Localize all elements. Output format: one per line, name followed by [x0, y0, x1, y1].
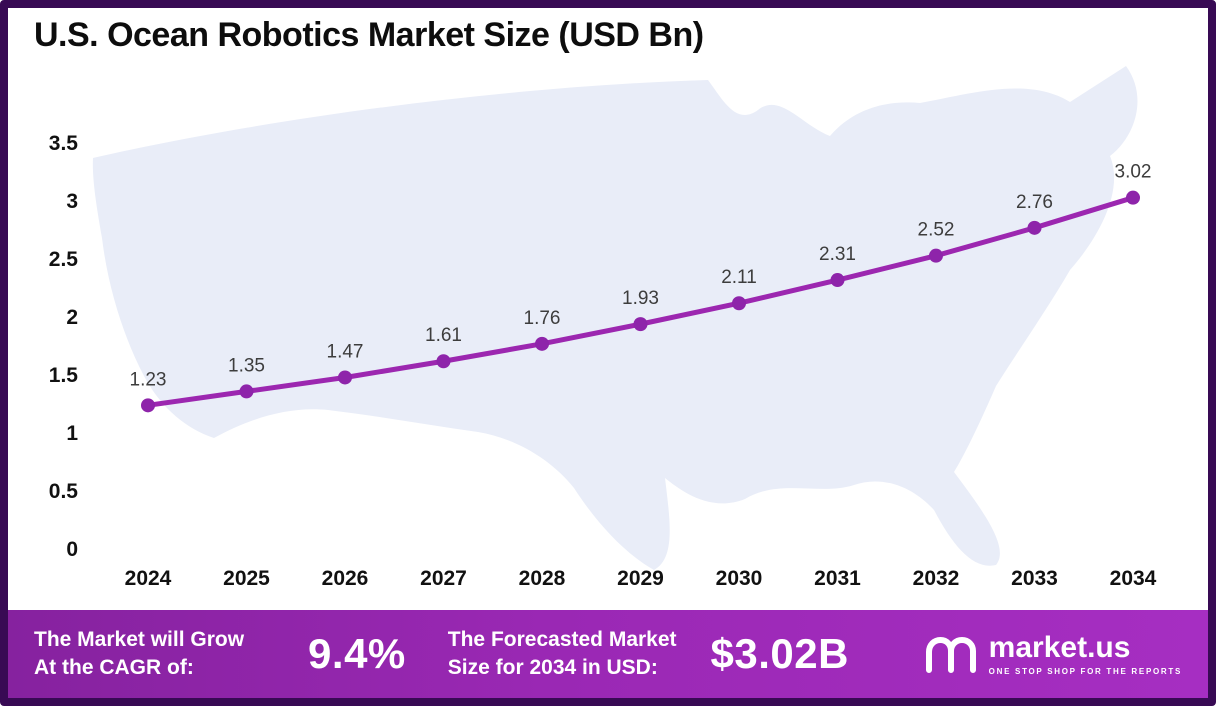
forecast-label-line1: The Forecasted Market: [447, 627, 677, 651]
brand-text: market.us ONE STOP SHOP FOR THE REPORTS: [988, 630, 1182, 676]
cagr-label: The Market will Grow At the CAGR of:: [34, 626, 244, 683]
cagr-label-line2: At the CAGR of:: [34, 656, 194, 679]
data-point-marker: [1126, 190, 1140, 205]
y-axis-tick-label: 3.5: [49, 132, 79, 155]
y-axis-tick-label: 2.5: [49, 248, 79, 271]
data-point-marker: [732, 296, 746, 311]
y-axis-tick-label: 2: [66, 306, 78, 329]
y-axis-tick-label: 1.5: [49, 364, 79, 387]
data-point-label: 1.47: [327, 341, 364, 362]
forecast-label-line2: Size for 2034 in USD:: [447, 656, 658, 679]
x-axis-tick-label: 2029: [617, 567, 664, 590]
data-point-label: 1.23: [130, 369, 167, 390]
data-point-label: 2.11: [721, 267, 757, 288]
x-axis-tick-label: 2024: [125, 567, 172, 590]
data-point-label: 1.35: [228, 355, 265, 376]
y-axis-tick-label: 1: [66, 422, 78, 445]
brand-name: market.us: [988, 630, 1131, 664]
chart-title: U.S. Ocean Robotics Market Size (USD Bn): [34, 16, 704, 54]
chart-area: U.S. Ocean Robotics Market Size (USD Bn)…: [8, 8, 1208, 610]
data-point-label: 2.31: [819, 244, 856, 265]
data-point-marker: [436, 354, 451, 369]
footer-banner: The Market will Grow At the CAGR of: 9.4…: [8, 610, 1208, 698]
y-axis-tick-label: 0: [66, 538, 78, 561]
data-point-marker: [929, 248, 943, 263]
x-axis-tick-label: 2030: [716, 567, 763, 590]
data-point-marker: [633, 317, 648, 332]
data-point-marker: [830, 273, 845, 288]
data-point-label: 1.61: [425, 325, 462, 346]
x-axis-tick-label: 2034: [1110, 567, 1157, 590]
data-point-marker: [141, 398, 155, 413]
data-point-label: 1.76: [524, 308, 561, 329]
x-axis-tick-label: 2028: [519, 567, 566, 590]
plot-group: 0 0.5 1 1.5 2 2.5 3 3.5 2024 2025 2026 2027 2028 2029…: [49, 132, 1157, 590]
us-map-silhouette: [92, 66, 1138, 570]
x-axis-tick-label: 2026: [322, 567, 369, 590]
x-axis-tick-label: 2033: [1011, 567, 1058, 590]
data-point-label: 2.52: [918, 220, 955, 241]
forecast-label: The Forecasted Market Size for 2034 in U…: [448, 626, 677, 683]
x-axis-tick-label: 2025: [223, 567, 270, 590]
market-size-line-chart: 0 0.5 1 1.5 2 2.5 3 3.5 2024 2025 2026 2027 2028 2029…: [49, 66, 1157, 590]
y-axis-tick-label: 3: [66, 190, 78, 213]
brand-logo: market.us ONE STOP SHOP FOR THE REPORTS: [923, 632, 1182, 676]
market-us-logo-icon: [925, 637, 976, 673]
data-point-label: 1.93: [622, 288, 659, 309]
forecast-value: $3.02B: [710, 630, 849, 677]
x-axis-tick-label: 2032: [913, 567, 960, 590]
y-axis-tick-label: 0.5: [49, 480, 79, 503]
x-axis-tick-label: 2031: [814, 567, 861, 590]
cagr-value: 9.4%: [308, 630, 406, 677]
data-point-marker: [1027, 220, 1042, 235]
brand-tagline: ONE STOP SHOP FOR THE REPORTS: [988, 666, 1182, 676]
data-point-marker: [535, 336, 549, 351]
data-point-marker: [338, 370, 352, 385]
data-point-marker: [239, 384, 254, 399]
data-point-label: 2.76: [1016, 192, 1053, 213]
cagr-label-line1: The Market will Grow: [34, 627, 245, 651]
x-axis-tick-label: 2027: [420, 567, 467, 590]
data-point-label: 3.02: [1115, 162, 1152, 183]
